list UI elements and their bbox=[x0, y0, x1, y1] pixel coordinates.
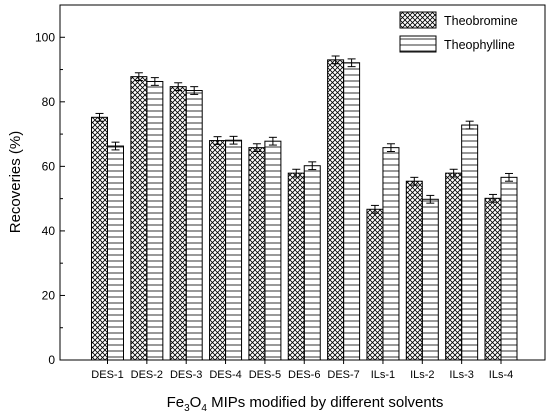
x-category-label: ILs-3 bbox=[449, 369, 473, 381]
bar-theophylline-ils-4 bbox=[500, 176, 518, 361]
x-category-label: DES-1 bbox=[91, 369, 123, 381]
x-axis-category-labels: DES-1 DES-2 DES-3 DES-4 DES-5 DES-6 DES-7 ILs-1… bbox=[91, 360, 513, 381]
x-category-label: DES-7 bbox=[327, 369, 359, 381]
bar-theophylline-ils-3 bbox=[461, 124, 479, 361]
y-tick-label: 80 bbox=[42, 95, 56, 109]
y-tick-label: 100 bbox=[35, 30, 55, 44]
bar-theobromine-des-5 bbox=[248, 147, 266, 361]
bar-theophylline-des-7 bbox=[343, 62, 361, 361]
x-category-label: ILs-1 bbox=[371, 369, 395, 381]
legend-swatch-theophylline bbox=[399, 35, 437, 53]
bar-theophylline-des-2 bbox=[146, 80, 164, 361]
x-axis-title-part1: Fe bbox=[167, 394, 185, 411]
x-axis-title-part2: O bbox=[190, 394, 202, 411]
x-category-label: DES-6 bbox=[288, 369, 320, 381]
legend-label-theobromine: Theobromine bbox=[444, 14, 518, 28]
bar-theobromine-des-6 bbox=[287, 172, 305, 361]
bar-theophylline-ils-2 bbox=[421, 198, 439, 361]
bar-theobromine-des-3 bbox=[169, 86, 187, 361]
y-tick-label: 0 bbox=[48, 353, 55, 367]
x-category-label: DES-3 bbox=[170, 369, 202, 381]
legend-swatch-theobromine bbox=[399, 11, 437, 29]
bar-theophylline-des-4 bbox=[225, 139, 243, 361]
bar-theobromine-ils-2 bbox=[405, 180, 423, 361]
y-axis-title: Recoveries (%) bbox=[7, 131, 24, 234]
bars-group bbox=[91, 55, 518, 361]
bar-theobromine-des-2 bbox=[130, 76, 148, 361]
bar-theobromine-ils-3 bbox=[445, 172, 463, 361]
bar-theobromine-des-4 bbox=[209, 140, 227, 361]
x-category-label: DES-2 bbox=[131, 369, 163, 381]
x-axis-title-part3: MIPs modified by different solvents bbox=[207, 394, 444, 411]
bar-theobromine-ils-4 bbox=[484, 197, 502, 361]
y-tick-label: 60 bbox=[42, 159, 56, 173]
bar-theophylline-des-6 bbox=[303, 165, 321, 361]
legend: Theobromine Theophylline bbox=[399, 11, 518, 53]
legend-label-theophylline: Theophylline bbox=[444, 38, 515, 52]
x-category-label: ILs-2 bbox=[410, 369, 434, 381]
bar-theophylline-des-3 bbox=[185, 90, 203, 361]
y-tick-label: 20 bbox=[42, 288, 56, 302]
x-category-label: ILs-4 bbox=[489, 369, 513, 381]
bar-theophylline-des-1 bbox=[107, 145, 124, 361]
y-axis: 0 20 40 60 80 100 bbox=[35, 30, 65, 367]
bar-theophylline-des-5 bbox=[264, 140, 282, 361]
x-axis-title-sub2: 4 bbox=[201, 403, 207, 414]
bar-theobromine-ils-1 bbox=[366, 208, 384, 361]
y-tick-label: 40 bbox=[42, 224, 56, 238]
bar-theobromine-des-7 bbox=[327, 59, 345, 361]
x-category-label: DES-4 bbox=[209, 369, 241, 381]
x-axis-title-sub1: 3 bbox=[184, 403, 190, 414]
x-category-label: DES-5 bbox=[249, 369, 281, 381]
bar-theophylline-ils-1 bbox=[382, 147, 400, 361]
x-axis-title: Fe3O4 MIPs modified by different solvent… bbox=[167, 394, 444, 414]
bar-theobromine-des-1 bbox=[91, 116, 108, 361]
